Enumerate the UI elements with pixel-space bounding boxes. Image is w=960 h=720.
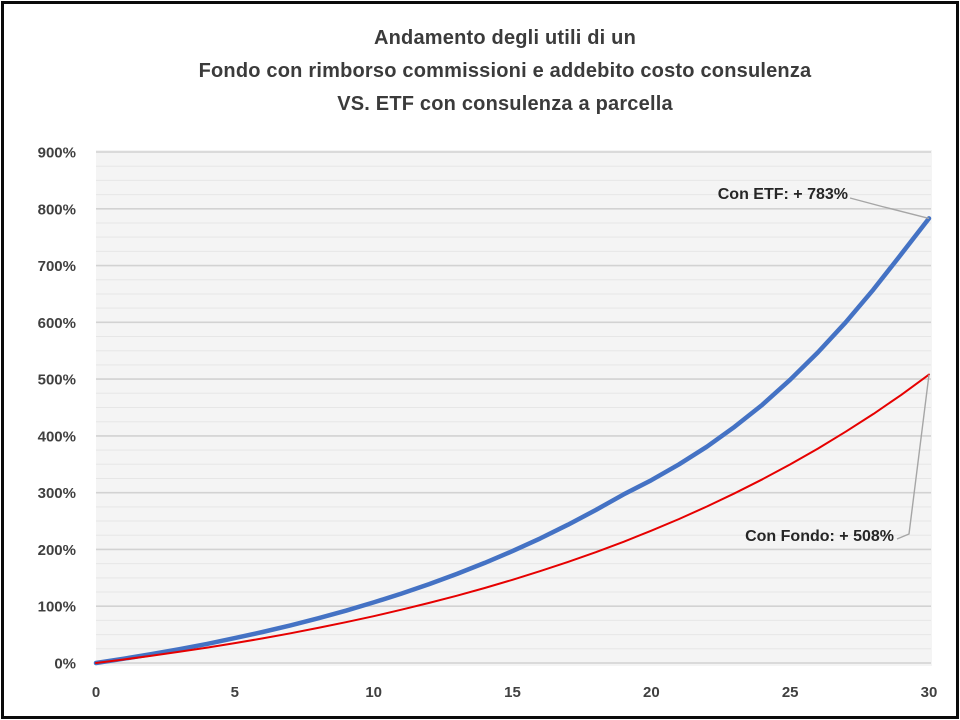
series-line-con-fondo <box>95 373 930 664</box>
y-tick-label: 0% <box>54 656 76 673</box>
x-tick-label: 30 <box>921 684 938 701</box>
x-tick-label: 20 <box>643 684 660 701</box>
annotation-con-etf: Con ETF: + 783% <box>717 186 848 203</box>
annotation-con-fondo: Con Fondo: + 508% <box>745 528 894 545</box>
series-line-con-etf <box>93 216 932 666</box>
x-tick-label: 10 <box>365 684 382 701</box>
x-tick-label: 25 <box>782 684 799 701</box>
leader-line-con-etf <box>849 197 930 220</box>
y-tick-label: 900% <box>38 145 76 162</box>
y-tick-label: 700% <box>38 258 76 275</box>
chart-title: Andamento degli utili di un Fondo con ri… <box>55 22 955 121</box>
y-tick-label: 400% <box>38 428 76 445</box>
x-tick-label: 5 <box>231 684 239 701</box>
leader-line-con-fondo <box>896 374 930 540</box>
y-tick-label: 600% <box>38 315 76 332</box>
y-tick-label: 200% <box>38 542 76 559</box>
y-tick-label: 500% <box>38 372 76 389</box>
chart-title-line-3: VS. ETF con consulenza a parcella <box>337 93 673 115</box>
x-tick-label: 0 <box>92 684 100 701</box>
chart-title-line-2: Fondo con rimborso commissioni e addebit… <box>198 60 812 82</box>
y-tick-label: 100% <box>38 599 76 616</box>
y-tick-label: 300% <box>38 485 76 502</box>
chart-title-line-1: Andamento degli utili di un <box>373 27 637 49</box>
y-tick-label: 800% <box>38 201 76 218</box>
x-tick-label: 15 <box>504 684 521 701</box>
